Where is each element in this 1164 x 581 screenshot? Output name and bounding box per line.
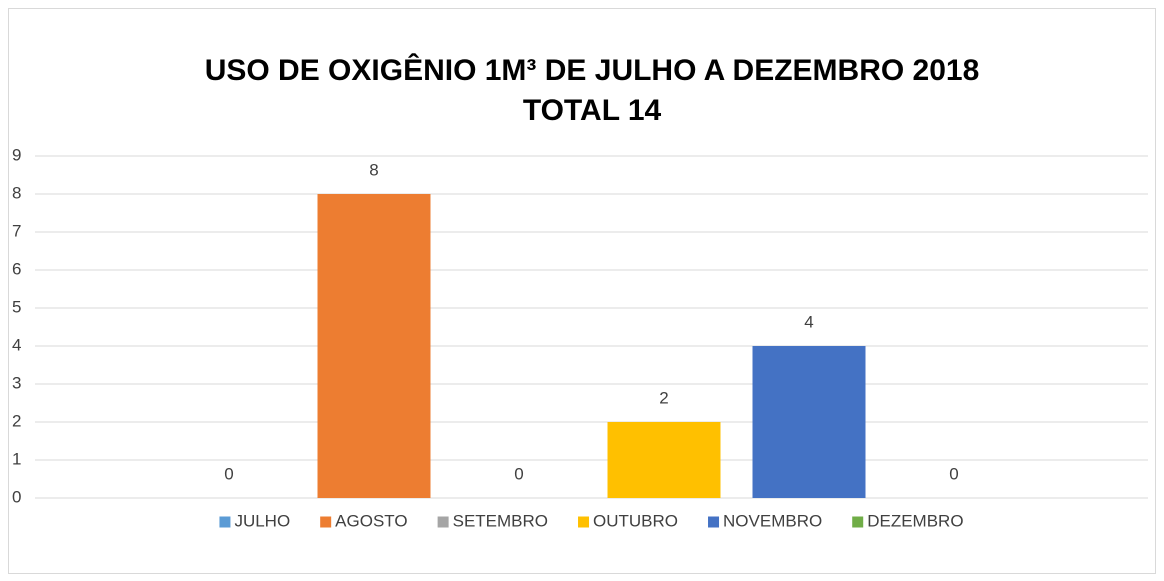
legend-swatch [320,516,332,528]
legend-label: OUTUBRO [593,511,678,530]
legend-swatch [708,516,720,528]
y-tick-label: 8 [12,183,21,202]
y-tick-label: 9 [12,145,21,164]
y-tick-label: 1 [12,449,21,468]
bar [607,422,721,498]
data-label: 0 [514,464,523,483]
legend-label: JULHO [234,511,290,530]
data-label: 8 [369,160,378,179]
legend-label: DEZEMBRO [867,511,963,530]
bar [752,346,866,498]
chart-border [8,8,1156,574]
legend-swatch [578,516,590,528]
y-tick-label: 5 [12,297,21,316]
legend-swatch [852,516,864,528]
data-label: 2 [659,388,668,407]
data-label: 0 [224,464,233,483]
legend-swatch [437,516,449,528]
y-tick-label: 4 [12,335,21,354]
y-tick-label: 6 [12,259,21,278]
data-label: 4 [804,312,813,331]
y-tick-label: 7 [12,221,21,240]
legend-label: NOVEMBRO [723,511,822,530]
y-tick-label: 3 [12,373,21,392]
chart-subtitle: TOTAL 14 [523,94,662,127]
y-tick-label: 2 [12,411,21,430]
legend-label: AGOSTO [335,511,407,530]
y-tick-label: 0 [12,487,21,506]
chart-title: USO DE OXIGÊNIO 1M³ DE JULHO A DEZEMBRO … [205,53,980,87]
legend-swatch [219,516,231,528]
bar [317,194,431,498]
legend-label: SETEMBRO [453,511,548,530]
data-label: 0 [949,464,958,483]
